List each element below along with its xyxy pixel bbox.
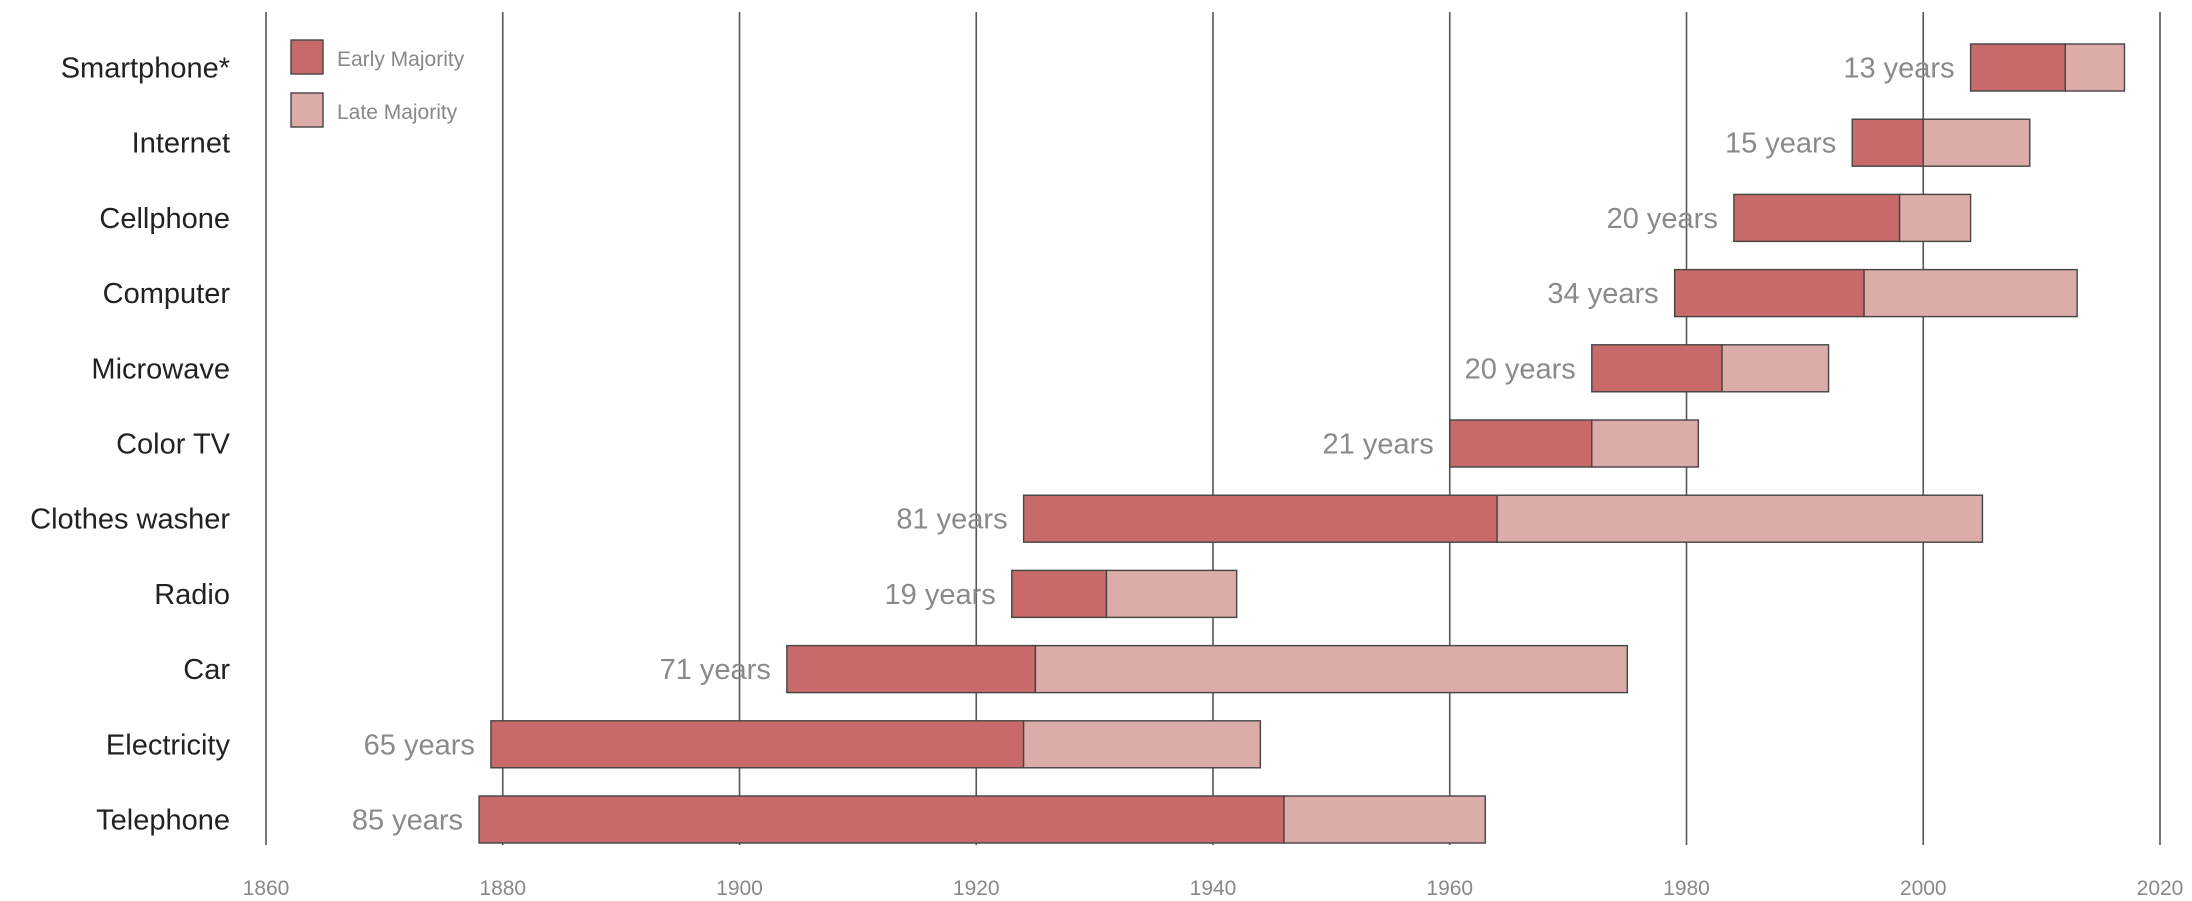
x-tick-label-1860: 1860	[243, 877, 290, 900]
bar-microwave-early-majority	[1591, 344, 1723, 393]
bar-clothes-washer-late-majority	[1496, 494, 1984, 543]
bar-telephone-early-majority	[478, 795, 1285, 844]
bar-clothes-washer-early-majority	[1022, 494, 1498, 543]
bar-electricity-early-majority	[490, 720, 1025, 769]
bars	[478, 43, 2126, 844]
duration-label-cellphone: 20 years	[1607, 203, 1718, 235]
category-label-clothes-washer: Clothes washer	[30, 504, 230, 536]
bar-microwave-late-majority	[1721, 344, 1830, 393]
duration-label-car: 71 years	[660, 654, 771, 686]
category-label-telephone: Telephone	[96, 805, 230, 837]
bar-color-tv-early-majority	[1449, 419, 1593, 468]
bar-radio-late-majority	[1105, 569, 1238, 619]
bar-computer-late-majority	[1863, 268, 2078, 318]
duration-label-telephone: 85 years	[352, 805, 463, 837]
bar-telephone-late-majority	[1283, 795, 1486, 844]
duration-label-smartphone: 13 years	[1843, 53, 1954, 85]
bar-car-early-majority	[786, 644, 1037, 694]
category-label-internet: Internet	[132, 128, 230, 160]
category-label-car: Car	[183, 654, 230, 686]
duration-label-color-tv: 21 years	[1323, 429, 1434, 461]
x-tick-label-1920: 1920	[953, 877, 1000, 900]
bar-computer-early-majority	[1673, 268, 1865, 318]
bar-radio-early-majority	[1011, 569, 1108, 619]
bar-smartphone-late-majority	[2064, 43, 2126, 92]
bar-smartphone-early-majority	[1969, 43, 2066, 92]
category-label-microwave: Microwave	[91, 353, 230, 385]
bar-internet-early-majority	[1851, 118, 1924, 167]
x-tick-label-2000: 2000	[1900, 877, 1947, 900]
duration-label-microwave: 20 years	[1465, 353, 1576, 385]
legend-swatch-late-majority	[290, 92, 324, 128]
bar-internet-late-majority	[1922, 118, 2031, 167]
category-label-radio: Radio	[154, 579, 230, 611]
x-axis-tick-labels: 1860 1880 1900 1920 1940 1960 1980 2000 2020	[243, 877, 2184, 900]
x-tick-label-1940: 1940	[1190, 877, 1237, 900]
category-labels: Smartphone* Internet Cellphone Computer Micr…	[30, 53, 231, 837]
bar-car-late-majority	[1034, 644, 1629, 694]
duration-label-internet: 15 years	[1725, 128, 1836, 160]
duration-label-clothes-washer: 81 years	[896, 504, 1007, 536]
legend-swatch-early-majority	[290, 39, 324, 75]
duration-label-radio: 19 years	[885, 579, 996, 611]
bar-cellphone-early-majority	[1733, 193, 1901, 243]
bar-electricity-late-majority	[1022, 720, 1262, 769]
x-tick-label-1960: 1960	[1426, 877, 1473, 900]
legend-label-late-majority: Late Majority	[337, 101, 458, 124]
category-label-cellphone: Cellphone	[99, 203, 230, 235]
category-label-color-tv: Color TV	[116, 429, 231, 461]
x-tick-label-1980: 1980	[1663, 877, 1710, 900]
bar-cellphone-late-majority	[1898, 193, 1972, 243]
category-label-electricity: Electricity	[106, 729, 231, 761]
duration-label-computer: 34 years	[1547, 278, 1658, 310]
category-label-smartphone: Smartphone*	[61, 53, 230, 85]
legend-label-early-majority: Early Majority	[337, 48, 465, 71]
category-label-computer: Computer	[103, 278, 231, 310]
duration-labels: 13 years 15 years 20 years 34 years 20 years…	[352, 53, 1955, 837]
x-tick-label-1880: 1880	[479, 877, 526, 900]
x-tick-label-1900: 1900	[716, 877, 763, 900]
x-tick-label-2020: 2020	[2137, 877, 2184, 900]
legend: Early Majority Late Majority	[290, 39, 465, 128]
bar-color-tv-late-majority	[1591, 419, 1700, 468]
duration-label-electricity: 65 years	[364, 729, 475, 761]
